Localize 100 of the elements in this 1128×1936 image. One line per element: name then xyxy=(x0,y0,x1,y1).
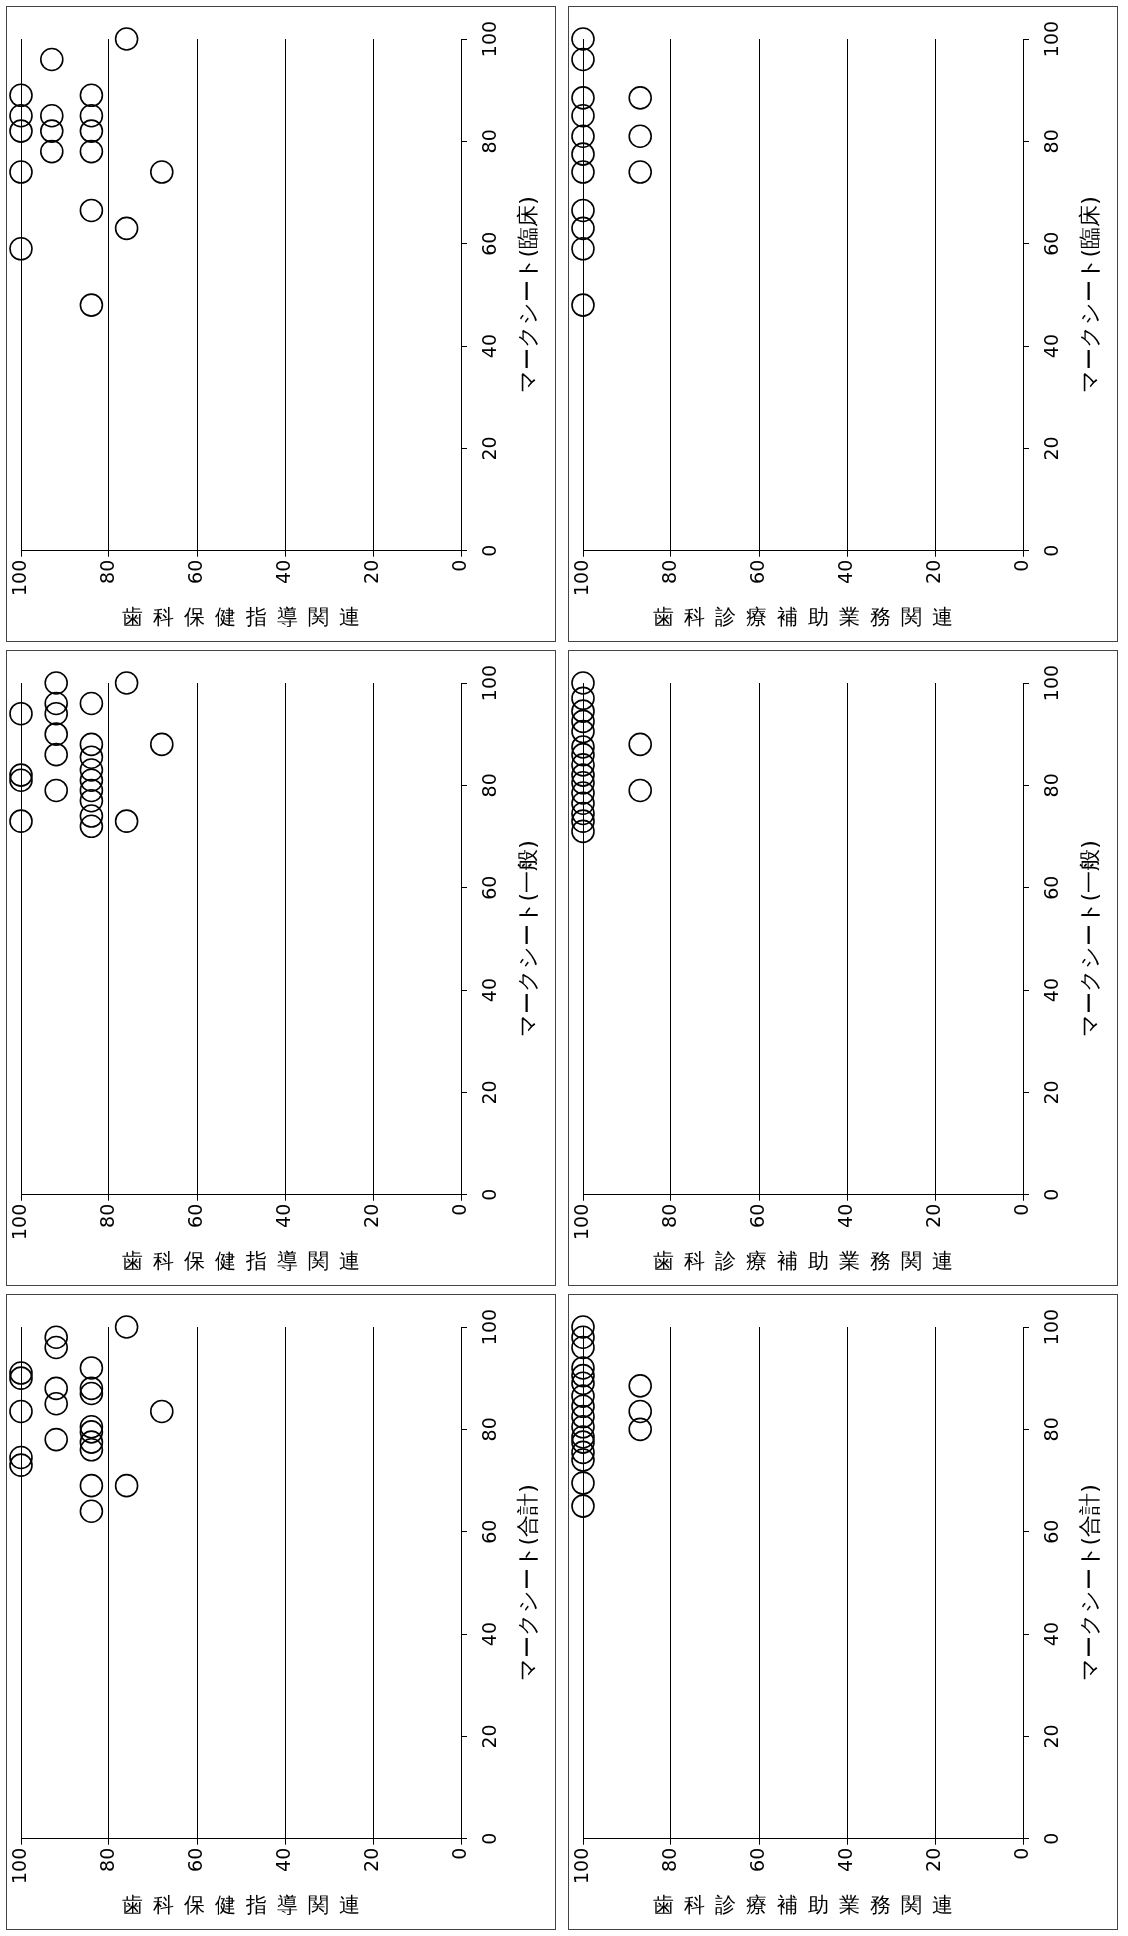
point xyxy=(79,814,104,839)
point xyxy=(571,1430,595,1454)
x-tick-label: 100 xyxy=(7,1847,30,1884)
point xyxy=(150,160,174,184)
x-axis-title: 歯科保健指導関連 xyxy=(122,1249,370,1274)
x-tick-label: 0 xyxy=(1009,1847,1032,1860)
point xyxy=(40,103,64,128)
y-tick-label: 40 xyxy=(1039,1621,1062,1647)
x-tick-label: 40 xyxy=(271,1203,294,1228)
x-axis-title: 歯科診療補助業務関連 xyxy=(653,605,963,630)
point xyxy=(628,732,652,757)
point xyxy=(44,1376,68,1401)
point xyxy=(79,1381,104,1406)
point xyxy=(79,768,104,793)
y-axis-title: マークシート(合計) xyxy=(514,1484,540,1682)
point xyxy=(571,1325,595,1350)
y-axis-title: マークシート(臨床) xyxy=(1076,196,1102,394)
point xyxy=(9,1453,33,1477)
point xyxy=(9,1361,33,1385)
x-tick-label: 20 xyxy=(359,1847,382,1872)
y-tick-label: 20 xyxy=(1039,1080,1062,1105)
x-tick-label: 40 xyxy=(271,559,294,584)
point xyxy=(571,791,595,816)
y-tick-label: 40 xyxy=(477,977,500,1003)
point xyxy=(571,142,595,166)
y-tick-label: 60 xyxy=(1039,875,1062,900)
point xyxy=(571,742,595,767)
x-tick-label: 20 xyxy=(359,1203,382,1228)
point xyxy=(571,753,595,777)
x-tick-label: 80 xyxy=(95,559,118,584)
point xyxy=(571,699,595,723)
point xyxy=(9,1445,33,1470)
point xyxy=(114,27,139,51)
x-tick-label: 80 xyxy=(657,559,680,584)
y-axis-title: マークシート(一般) xyxy=(514,840,540,1038)
point xyxy=(79,804,104,828)
x-tick-label: 80 xyxy=(95,1847,118,1872)
y-tick-label: 60 xyxy=(477,1519,500,1544)
point xyxy=(571,686,595,711)
point xyxy=(79,758,104,782)
point xyxy=(9,1366,33,1390)
y-tick-label: 40 xyxy=(1039,333,1062,359)
y-tick-label: 20 xyxy=(477,436,500,461)
y-tick-label: 20 xyxy=(477,1080,500,1105)
point xyxy=(571,103,595,128)
point xyxy=(79,1430,104,1454)
point xyxy=(114,671,139,695)
point xyxy=(571,124,595,149)
point xyxy=(571,1494,595,1518)
x-tick-label: 100 xyxy=(7,1203,30,1240)
x-tick-label: 60 xyxy=(183,559,206,584)
point xyxy=(628,160,652,184)
point xyxy=(571,671,595,695)
point xyxy=(9,809,33,833)
point xyxy=(44,701,68,726)
x-tick-label: 20 xyxy=(921,1847,944,1872)
x-tick-label: 0 xyxy=(447,559,470,572)
y-axis-title: マークシート(一般) xyxy=(1076,840,1102,1038)
point xyxy=(9,160,33,184)
point xyxy=(571,1394,595,1419)
point xyxy=(79,745,104,769)
y-axis-title: マークシート(臨床) xyxy=(514,196,540,394)
y-tick-label: 60 xyxy=(477,231,500,256)
point xyxy=(9,237,33,261)
x-tick-label: 100 xyxy=(569,1847,592,1884)
point xyxy=(79,1376,104,1401)
point xyxy=(571,719,595,744)
point xyxy=(114,809,139,833)
y-tick-label: 80 xyxy=(1039,129,1062,154)
x-tick-label: 40 xyxy=(833,1847,856,1872)
y-tick-label: 80 xyxy=(1039,1417,1062,1442)
x-tick-label: 40 xyxy=(833,559,856,584)
point xyxy=(79,1438,104,1462)
point xyxy=(571,198,595,223)
x-tick-label: 40 xyxy=(271,1847,294,1872)
point xyxy=(571,781,595,805)
point xyxy=(114,1473,139,1498)
x-axis-title: 歯科診療補助業務関連 xyxy=(653,1249,963,1274)
point xyxy=(150,1399,174,1424)
x-tick-label: 40 xyxy=(833,1203,856,1228)
x-tick-label: 100 xyxy=(569,559,592,596)
y-tick-label: 80 xyxy=(477,129,500,154)
y-axis-title: マークシート(合計) xyxy=(1076,1484,1102,1682)
point xyxy=(571,1356,595,1380)
y-tick-label: 100 xyxy=(477,1308,500,1346)
point xyxy=(9,763,33,787)
x-tick-label: 60 xyxy=(183,1847,206,1872)
point xyxy=(9,768,33,793)
x-tick-label: 0 xyxy=(447,1203,470,1216)
point xyxy=(571,237,595,261)
point xyxy=(44,1325,68,1350)
point xyxy=(44,691,68,716)
x-tick-label: 0 xyxy=(1009,559,1032,572)
point xyxy=(628,86,652,110)
point xyxy=(40,139,64,164)
y-tick-label: 0 xyxy=(1039,1832,1062,1845)
point xyxy=(628,1374,652,1398)
point xyxy=(9,1399,33,1424)
point xyxy=(571,809,595,833)
point xyxy=(571,160,595,184)
